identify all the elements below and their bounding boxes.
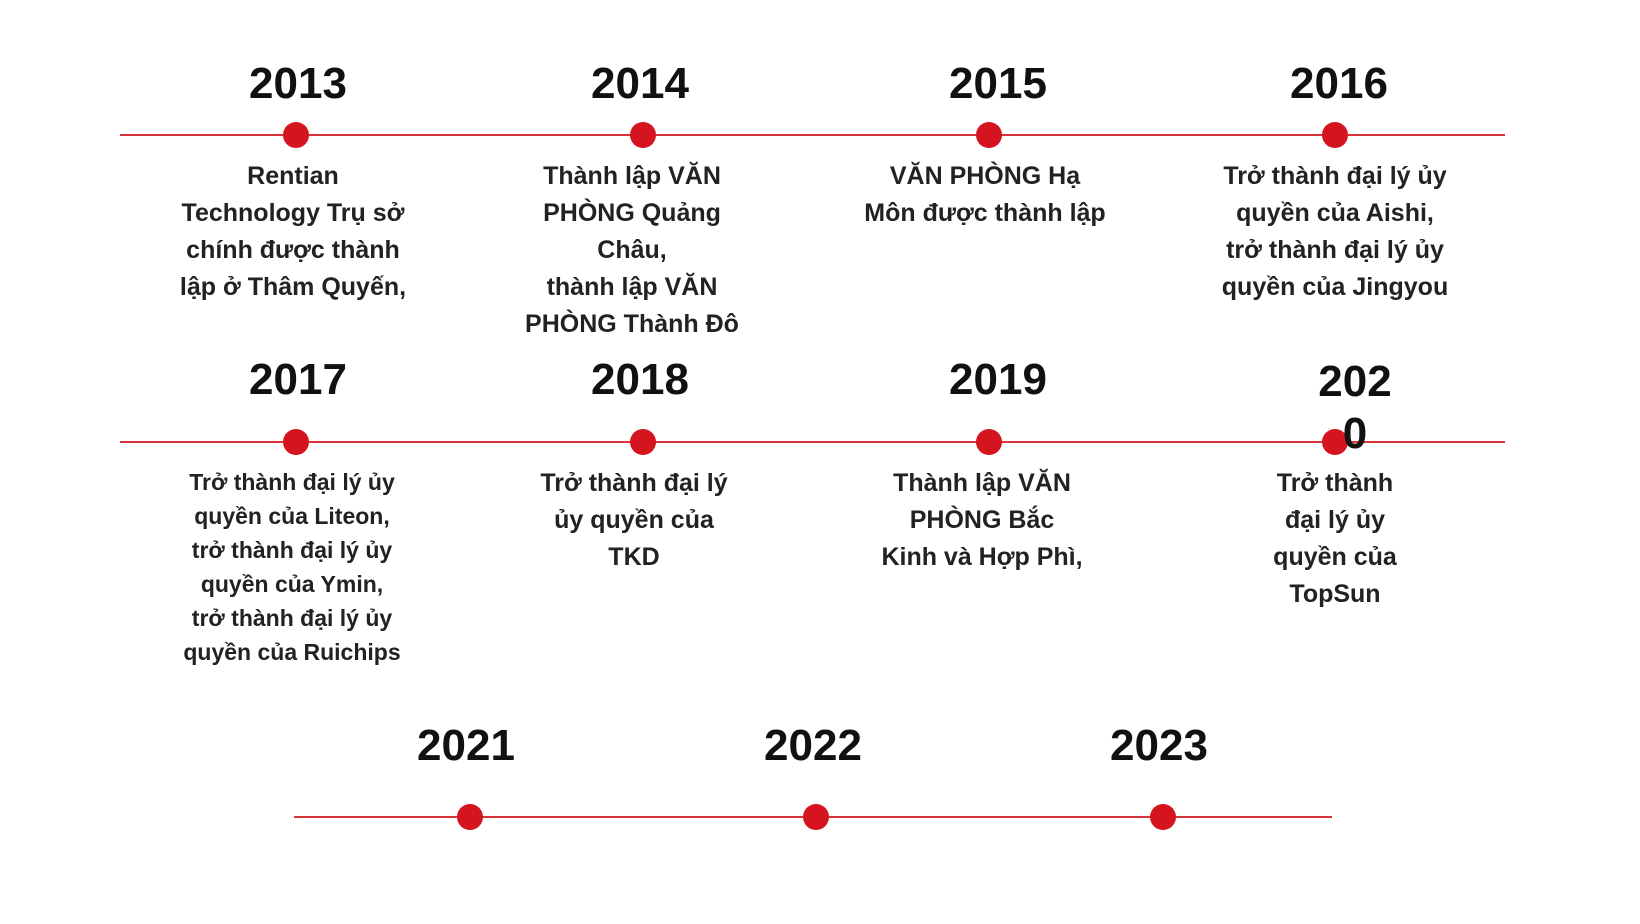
year-label-2021: 2021 (417, 721, 515, 770)
timeline-line-row-2 (120, 441, 1505, 443)
milestone-dot-2017 (283, 429, 309, 455)
milestone-dot-2019 (976, 429, 1002, 455)
year-label-2019: 2019 (949, 355, 1047, 404)
year-label-2013: 2013 (249, 59, 347, 108)
year-label-2016: 2016 (1290, 59, 1388, 108)
milestone-dot-2014 (630, 122, 656, 148)
year-label-2014: 2014 (591, 59, 689, 108)
milestone-dot-2013 (283, 122, 309, 148)
milestone-text-2018: Trở thành đại lý ủy quyền của TKD (540, 469, 728, 571)
milestone-text-2015: VĂN PHÒNG Hạ Môn được thành lập (864, 162, 1106, 227)
milestone-dot-2016 (1322, 122, 1348, 148)
milestone-text-2016: Trở thành đại lý ủy quyền của Aishi, trở… (1221, 162, 1449, 301)
milestone-dot-2023 (1150, 804, 1176, 830)
milestone-text-2014: Thành lập VĂN PHÒNG Quảng Châu, thành lậ… (525, 162, 739, 338)
milestone-text-2017: Trở thành đại lý ủy quyền của Liteon, tr… (183, 469, 401, 665)
year-label-2023: 2023 (1110, 721, 1208, 770)
year-label-2020: 2020 (1318, 357, 1392, 458)
milestone-text-2020: Trở thành đại lý ủy quyền của TopSun (1273, 469, 1397, 608)
milestone-dot-2020 (1322, 429, 1348, 455)
milestone-dot-2018 (630, 429, 656, 455)
year-label-2017: 2017 (249, 355, 347, 404)
timeline-line-row-1 (120, 134, 1505, 136)
year-label-2022: 2022 (764, 721, 862, 770)
milestone-dot-2022 (803, 804, 829, 830)
year-label-2018: 2018 (591, 355, 689, 404)
milestone-text-2019: Thành lập VĂN PHÒNG Bắc Kinh và Hợp Phì, (881, 469, 1083, 571)
milestone-dot-2015 (976, 122, 1002, 148)
milestone-text-2013: Rentian Technology Trụ sở chính được thà… (179, 162, 407, 301)
year-label-2015: 2015 (949, 59, 1047, 108)
milestone-dot-2021 (457, 804, 483, 830)
